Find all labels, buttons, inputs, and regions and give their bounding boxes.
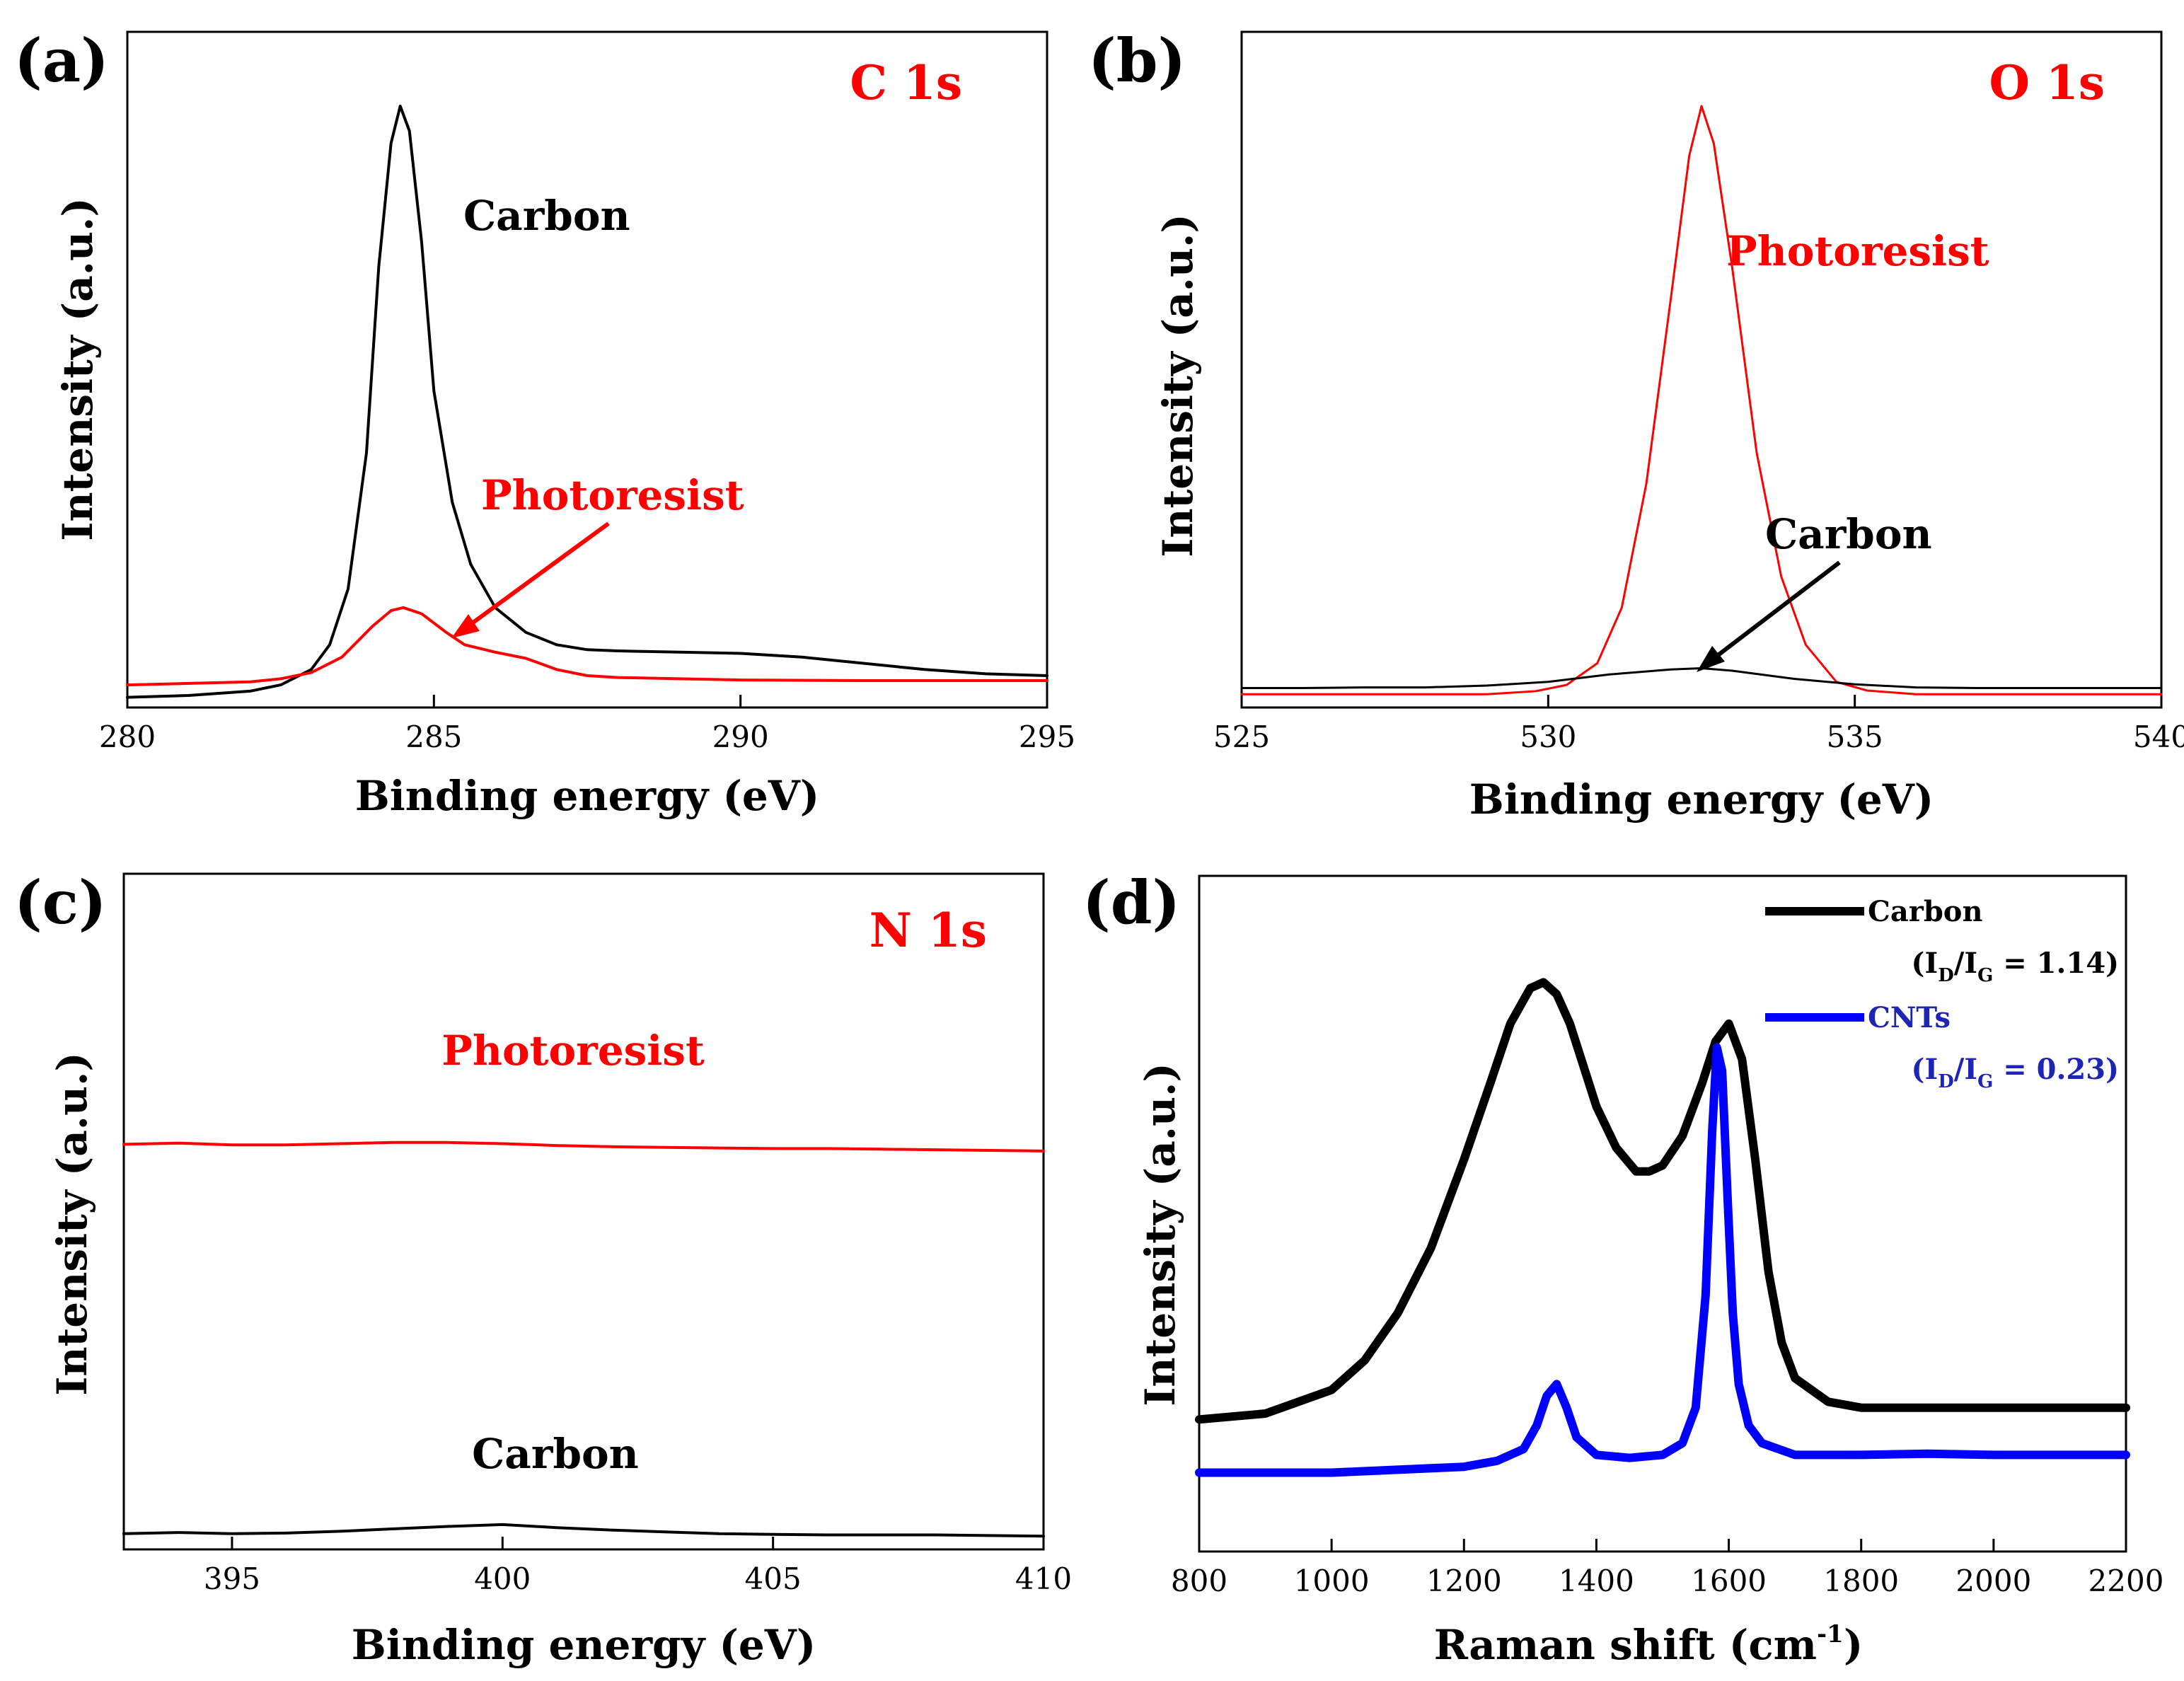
- ratio-value: = 1.14): [1993, 947, 2119, 980]
- y-axis-label: Intensity (a.u.): [1136, 1063, 1184, 1406]
- ratio-mid: /I: [1954, 947, 1977, 980]
- series-line-photoresist: [122, 1140, 1045, 1153]
- series-line-carbon: [126, 105, 1048, 699]
- x-tick-label: 295: [1019, 720, 1075, 754]
- x-tick-label: 395: [204, 1561, 260, 1596]
- x-axis-label: Raman shift (cm-1): [1434, 1620, 1864, 1669]
- chart-title: N 1s: [869, 903, 987, 958]
- annotation-carbon: Carbon: [1765, 510, 1932, 558]
- x-axis-label: Binding energy (eV): [352, 1621, 816, 1669]
- annotation-carbon: Carbon: [463, 192, 630, 240]
- ratio-sub-g: G: [1977, 965, 1993, 986]
- panel-c-n1s-chart: 395 400 405 410 (c) N 1s Binding energy (eV…: [14, 867, 1072, 1669]
- plot-frame: [126, 30, 1048, 709]
- x-tick-label: 1000: [1294, 1564, 1370, 1598]
- chart-title: O 1s: [1989, 55, 2105, 110]
- x-tick-label: 1400: [1559, 1564, 1634, 1598]
- x-axis-ticks: 395 400 405 410: [204, 1537, 1072, 1596]
- annotation-arrowhead: [1697, 646, 1725, 672]
- panel-b-o1s-chart: 525 530 535 540 (b) O 1s Binding energy (eV…: [1088, 25, 2184, 824]
- x-axis-label: Binding energy (eV): [1469, 775, 1934, 824]
- series-line-photoresist: [1240, 105, 2163, 695]
- y-axis-label: Intensity (a.u.): [54, 197, 102, 541]
- annotation-carbon: Carbon: [472, 1430, 639, 1478]
- y-axis-label: Intensity (a.u.): [1154, 214, 1202, 558]
- panel-letter: (a): [14, 25, 109, 96]
- legend-ratio-cnts: (ID/IG = 0.23): [1912, 1053, 2119, 1092]
- x-tick-label: 1800: [1823, 1564, 1899, 1598]
- panel-a-c1s-chart: 280 285 290 295 (a) C 1s Binding energy (eV…: [14, 25, 1075, 820]
- x-tick-label: 540: [2133, 720, 2184, 754]
- legend-label-cnts: CNTs: [1868, 1001, 1951, 1034]
- series-group: [122, 1140, 1045, 1538]
- x-axis-label: Binding energy (eV): [355, 772, 820, 820]
- x-tick-label: 280: [99, 720, 156, 754]
- ratio-prefix: (I: [1912, 947, 1939, 980]
- x-tick-label: 410: [1015, 1561, 1072, 1596]
- panel-letter: (d): [1082, 867, 1180, 937]
- x-tick-label: 290: [712, 720, 769, 754]
- series-group: [1240, 105, 2163, 695]
- series-line-carbon: [122, 1523, 1045, 1538]
- x-tick-label: 1200: [1426, 1564, 1502, 1598]
- plot-frame: [122, 872, 1045, 1551]
- x-tick-label: 535: [1827, 720, 1883, 754]
- legend: Carbon (ID/IG = 1.14) CNTs (ID/IG = 0.23…: [1765, 895, 2119, 1092]
- x-tick-label: 800: [1171, 1564, 1227, 1598]
- series-line-carbon: [1240, 667, 2163, 689]
- ratio-mid: /I: [1954, 1053, 1977, 1086]
- x-axis-label-sup: -1: [1817, 1620, 1844, 1648]
- x-axis-ticks: 800 1000 1200 1400 1600 1800 2000 2200: [1171, 1539, 2164, 1598]
- annotation-arrow: [457, 521, 610, 635]
- x-tick-label: 2200: [2088, 1564, 2164, 1598]
- series-line-carbon: [1195, 978, 2130, 1424]
- legend-ratio-carbon: (ID/IG = 1.14): [1912, 947, 2119, 986]
- x-tick-label: 2000: [1955, 1564, 2031, 1598]
- x-tick-label: 525: [1213, 720, 1270, 754]
- panel-d-raman-chart: 800 1000 1200 1400 1600 1800 2000 2200 (d) Rama…: [1082, 867, 2163, 1669]
- y-axis-label: Intensity (a.u.): [48, 1052, 96, 1396]
- ratio-sub-d: D: [1938, 1071, 1954, 1092]
- series-line-photoresist: [126, 606, 1048, 687]
- series-group: [1195, 978, 2130, 1477]
- x-axis-ticks: 525 530 535 540: [1213, 695, 2184, 754]
- ratio-sub-g: G: [1977, 1071, 1993, 1092]
- series-line-cnts: [1195, 1043, 2130, 1477]
- series-group: [126, 105, 1048, 699]
- annotation-photoresist: Photoresist: [441, 1027, 705, 1075]
- ratio-value: = 0.23): [1993, 1053, 2119, 1086]
- x-axis-label-tail: ): [1844, 1621, 1863, 1669]
- x-axis-label-text: Raman shift (cm: [1434, 1621, 1817, 1669]
- plot-frame: [1240, 30, 2163, 709]
- panel-letter: (b): [1088, 25, 1186, 96]
- chart-title: C 1s: [850, 55, 962, 110]
- panel-letter: (c): [14, 867, 107, 937]
- x-tick-label: 1600: [1691, 1564, 1767, 1598]
- annotation-arrowhead: [451, 614, 480, 638]
- x-tick-label: 285: [405, 720, 462, 754]
- x-tick-label: 530: [1520, 720, 1576, 754]
- ratio-prefix: (I: [1912, 1053, 1939, 1086]
- annotation-photoresist: Photoresist: [481, 471, 744, 519]
- x-axis-ticks: 280 285 290 295: [99, 695, 1075, 754]
- plot-frame: [1198, 874, 2127, 1553]
- legend-label-carbon: Carbon: [1868, 895, 1983, 928]
- annotation-photoresist: Photoresist: [1726, 227, 1989, 275]
- x-tick-label: 400: [474, 1561, 531, 1596]
- x-tick-label: 405: [745, 1561, 802, 1596]
- ratio-sub-d: D: [1938, 965, 1954, 986]
- annotation-arrow: [1704, 560, 1841, 667]
